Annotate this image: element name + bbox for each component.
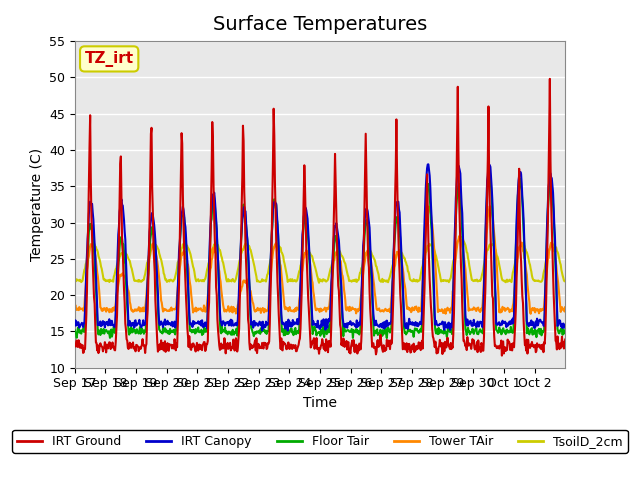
- IRT Ground: [243, 278, 251, 284]
- IRT Ground: [498, 353, 506, 359]
- IRT Canopy: [561, 325, 569, 331]
- Tower TAir: [262, 308, 269, 313]
- Floor Tair: [370, 333, 378, 338]
- Tower TAir: [397, 257, 405, 263]
- Floor Tair: [383, 335, 390, 341]
- TsoilD_2cm: [219, 258, 227, 264]
- Floor Tair: [561, 328, 569, 334]
- TsoilD_2cm: [458, 234, 466, 240]
- IRT Canopy: [243, 230, 251, 236]
- TsoilD_2cm: [262, 278, 269, 284]
- TsoilD_2cm: [398, 251, 406, 256]
- X-axis label: Time: Time: [303, 396, 337, 410]
- Text: TZ_irt: TZ_irt: [84, 51, 134, 67]
- IRT Ground: [219, 342, 227, 348]
- IRT Canopy: [284, 328, 292, 334]
- Line: Floor Tair: Floor Tair: [75, 170, 565, 338]
- IRT Canopy: [398, 264, 406, 270]
- Line: Tower TAir: Tower TAir: [75, 206, 565, 314]
- IRT Canopy: [129, 323, 136, 328]
- Floor Tair: [71, 327, 79, 333]
- Floor Tair: [262, 330, 269, 336]
- Floor Tair: [486, 167, 493, 173]
- Line: IRT Ground: IRT Ground: [75, 79, 565, 356]
- IRT Ground: [129, 343, 136, 348]
- Tower TAir: [219, 298, 227, 303]
- IRT Canopy: [219, 320, 227, 326]
- Tower TAir: [370, 281, 378, 287]
- Tower TAir: [71, 304, 79, 310]
- Tower TAir: [129, 307, 136, 312]
- Tower TAir: [243, 279, 251, 285]
- TsoilD_2cm: [561, 278, 569, 284]
- IRT Ground: [397, 318, 405, 324]
- TsoilD_2cm: [71, 277, 79, 283]
- Floor Tair: [219, 329, 227, 335]
- Legend: IRT Ground, IRT Canopy, Floor Tair, Tower TAir, TsoilD_2cm: IRT Ground, IRT Canopy, Floor Tair, Towe…: [12, 430, 628, 453]
- TsoilD_2cm: [371, 257, 378, 263]
- TsoilD_2cm: [243, 242, 251, 248]
- IRT Ground: [546, 76, 554, 82]
- Tower TAir: [561, 304, 569, 310]
- Floor Tair: [243, 232, 251, 238]
- IRT Canopy: [71, 323, 79, 328]
- IRT Ground: [71, 341, 79, 347]
- IRT Ground: [370, 345, 378, 351]
- Floor Tair: [398, 276, 406, 282]
- IRT Ground: [561, 336, 569, 342]
- TsoilD_2cm: [129, 269, 136, 275]
- IRT Canopy: [262, 324, 269, 330]
- IRT Canopy: [424, 161, 432, 167]
- TsoilD_2cm: [316, 280, 323, 286]
- Tower TAir: [486, 203, 493, 209]
- Y-axis label: Temperature (C): Temperature (C): [29, 148, 44, 261]
- IRT Canopy: [371, 323, 378, 328]
- Line: TsoilD_2cm: TsoilD_2cm: [75, 237, 565, 283]
- IRT Ground: [262, 340, 269, 346]
- Line: IRT Canopy: IRT Canopy: [75, 164, 565, 331]
- Title: Surface Temperatures: Surface Temperatures: [213, 15, 427, 34]
- Floor Tair: [129, 330, 136, 336]
- Tower TAir: [527, 311, 534, 317]
